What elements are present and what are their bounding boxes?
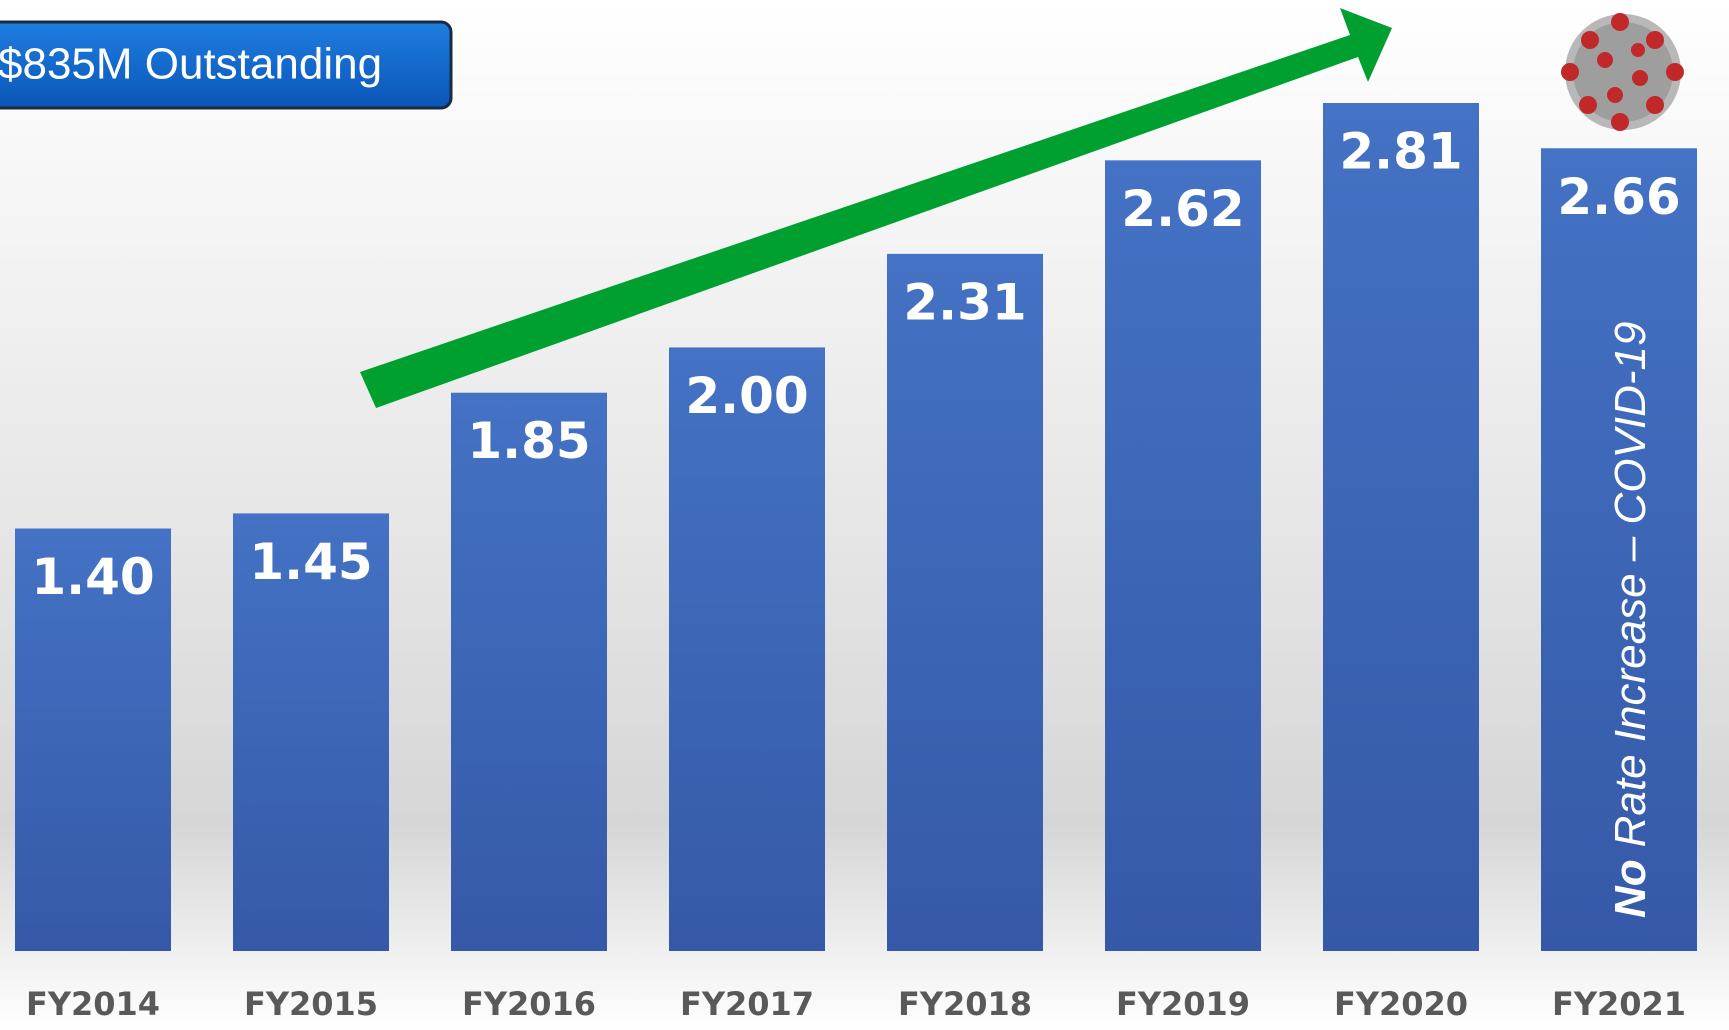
- value-label: 2.31: [903, 273, 1026, 331]
- x-tick-label: FY2020: [1334, 985, 1468, 1023]
- trend-arrow: [360, 8, 1392, 408]
- bar: [669, 347, 825, 951]
- bar: [451, 392, 607, 951]
- x-tick-label: FY2021: [1552, 985, 1686, 1023]
- value-label: 2.81: [1339, 123, 1462, 181]
- bar: [887, 253, 1043, 952]
- annotation-part: No: [1606, 859, 1655, 918]
- x-tick-label: FY2016: [462, 985, 596, 1023]
- value-label: 1.40: [31, 548, 154, 606]
- value-label: 2.66: [1557, 168, 1680, 226]
- bar: [233, 513, 389, 951]
- x-tick-label: FY2014: [26, 985, 160, 1023]
- x-tick-label: FY2015: [244, 985, 378, 1023]
- badge-text: $835M Outstanding: [0, 40, 382, 89]
- x-tick-label: FY2017: [680, 985, 814, 1023]
- value-label: 1.45: [249, 533, 372, 591]
- bar: [1541, 148, 1697, 951]
- bar: [1105, 160, 1261, 951]
- x-tick-label: FY2019: [1116, 985, 1250, 1023]
- value-label: 2.00: [685, 367, 808, 425]
- bar: [1323, 103, 1479, 951]
- value-label: 2.62: [1121, 180, 1244, 238]
- badge-box: [0, 20, 453, 110]
- annotation: No Rate Increase – COVID-19: [1606, 322, 1655, 918]
- annotation-part: Rate Increase – COVID-19: [1606, 322, 1655, 848]
- value-label: 1.85: [467, 412, 590, 470]
- bar: [15, 528, 171, 951]
- x-tick-label: FY2018: [898, 985, 1032, 1023]
- virus-icon: [1561, 13, 1684, 131]
